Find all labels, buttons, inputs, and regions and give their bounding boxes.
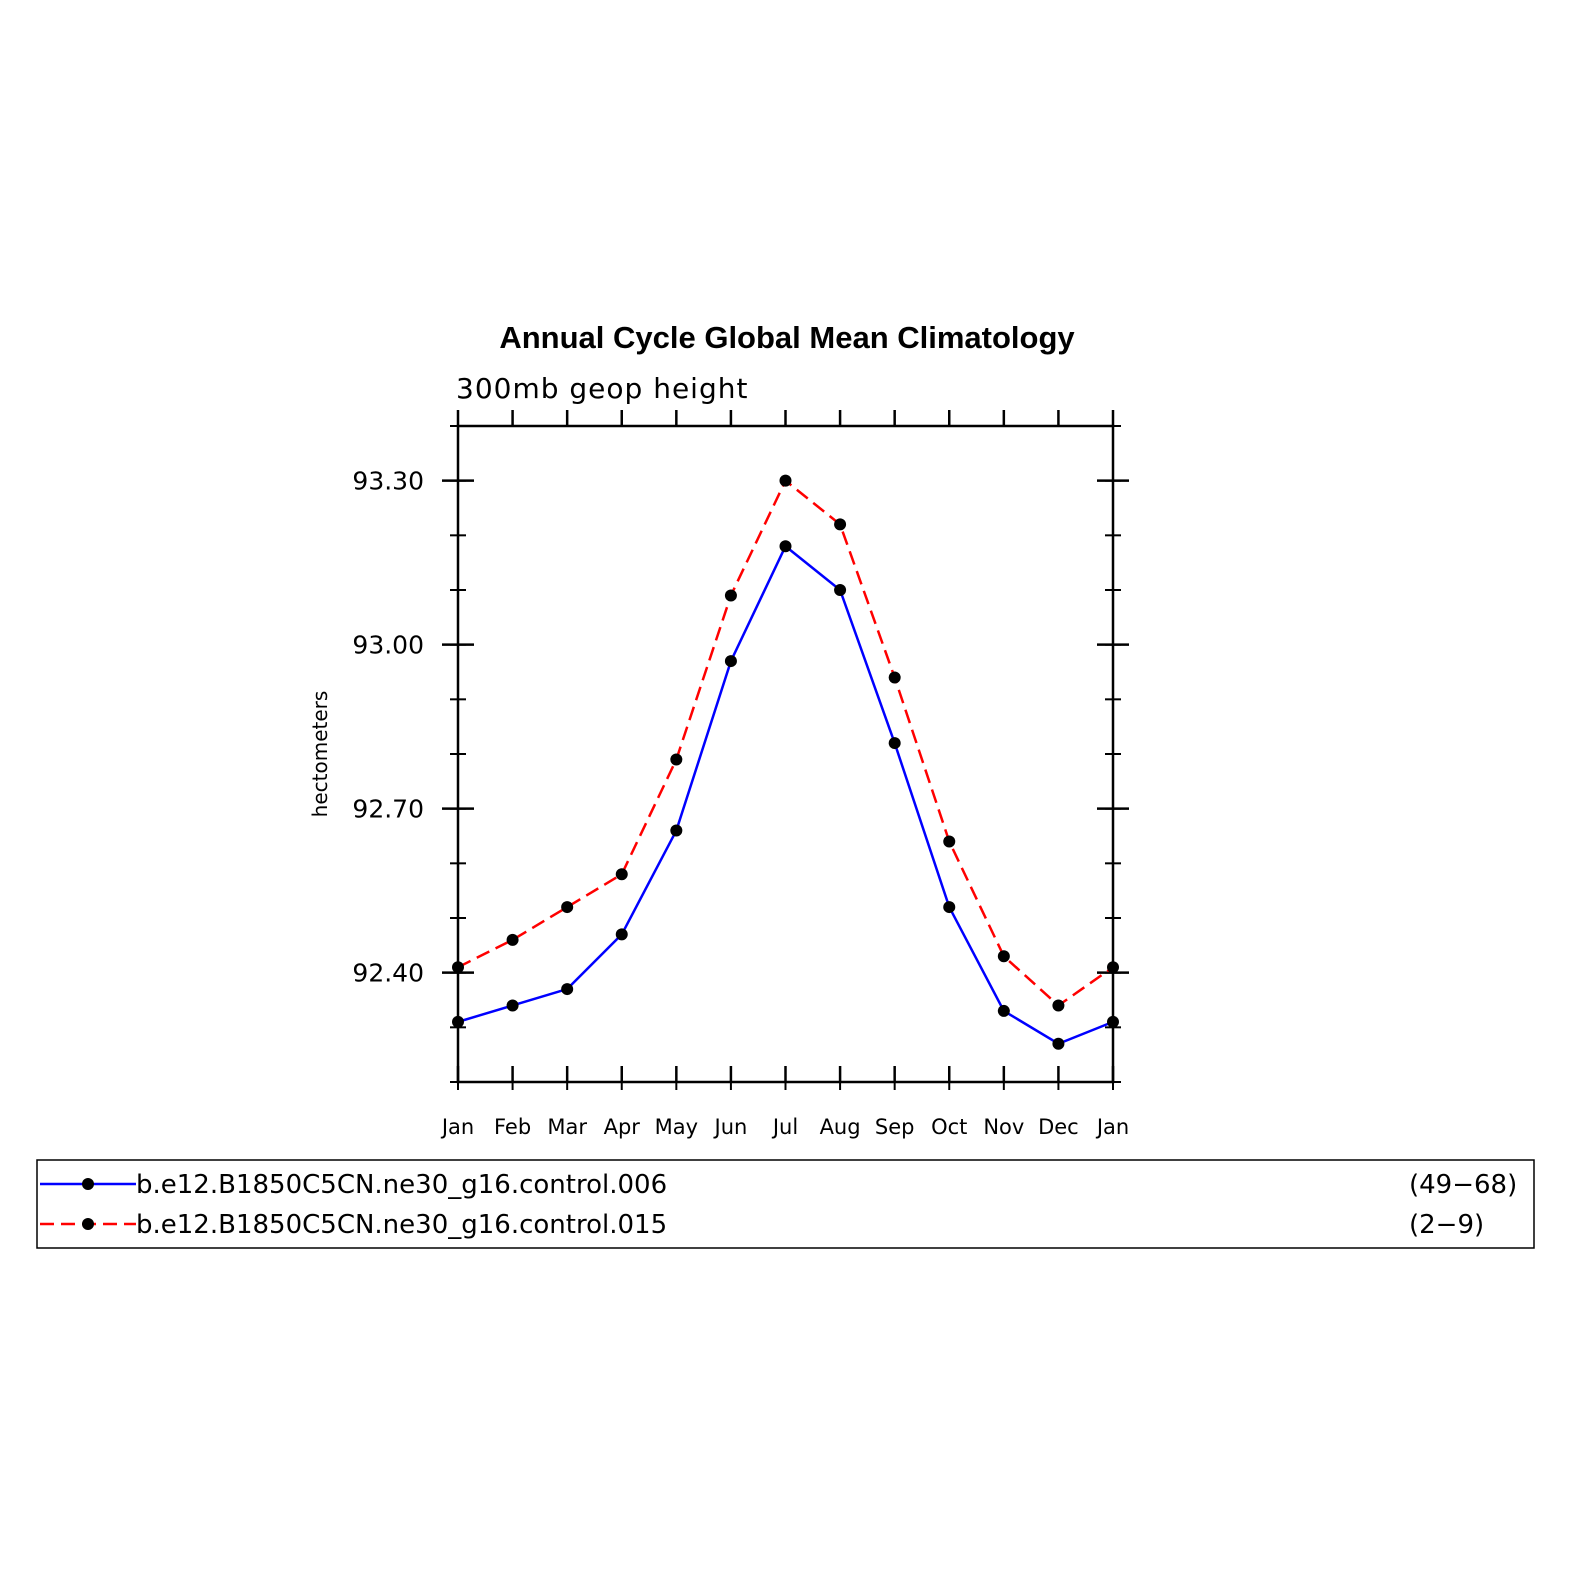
series-2-point (997, 950, 1010, 963)
x-tick-label: Nov (983, 1115, 1024, 1139)
series-1-point (452, 1015, 464, 1028)
series-2-point (943, 835, 956, 848)
series-2-point (779, 474, 792, 487)
x-tick-label: Sep (875, 1115, 915, 1139)
series-1-point (888, 737, 901, 750)
series-2-point (670, 753, 683, 766)
x-tick-label: Mar (547, 1115, 587, 1139)
y-tick-label: 93.30 (352, 467, 424, 496)
series-1-point (670, 824, 683, 837)
y-axis-label: hectometers (308, 691, 332, 818)
series-line-1 (457, 544, 1114, 1046)
legend-marker-2 (82, 1218, 94, 1230)
legend: b.e12.B1850C5CN.ne30_g16.control.006 (49−… (36, 1159, 1535, 1249)
series-2-point (724, 589, 737, 602)
series-2-point (1052, 999, 1065, 1012)
series-2-point (1107, 961, 1119, 974)
x-tick-label: Apr (604, 1115, 641, 1139)
series-1-point (561, 983, 574, 996)
x-tick-label: Jun (713, 1115, 748, 1139)
chart-subtitle: 300mb geop height (456, 372, 748, 405)
series-1-point (779, 540, 792, 553)
series-2-point (834, 518, 847, 531)
legend-box (36, 1159, 1535, 1249)
series-line-2 (457, 478, 1114, 1008)
plot-frame: Jan Feb Mar Apr May Jun Jul Aug Sep Oct Nov Dec Jan 9… (352, 410, 1129, 1139)
x-tick-label: Oct (931, 1115, 967, 1139)
x-tick-label: Aug (820, 1115, 861, 1139)
series-2-point (452, 961, 464, 974)
series-1-point (506, 999, 519, 1012)
x-tick-label: Jan (440, 1115, 474, 1139)
y-tick-label: 92.70 (352, 795, 424, 824)
x-tick-label: Jan (1095, 1115, 1129, 1139)
series-1-point (1107, 1015, 1119, 1028)
chart-title: Annual Cycle Global Mean Climatology (499, 320, 1075, 355)
legend-years-2: (2−9) (1409, 1210, 1484, 1240)
y-tick-label: 93.00 (352, 631, 424, 660)
series-1-point (834, 584, 847, 596)
x-tick-label: Dec (1038, 1115, 1079, 1139)
series-1-point (1052, 1037, 1065, 1050)
legend-label-2: b.e12.B1850C5CN.ne30_g16.control.015 (136, 1210, 667, 1240)
legend-label-1: b.e12.B1850C5CN.ne30_g16.control.006 (136, 1170, 667, 1200)
series-1-point (615, 928, 628, 941)
series-2-point (888, 671, 901, 684)
x-tick-label: May (655, 1115, 698, 1139)
series-2-point (615, 868, 628, 881)
series-1-point (724, 655, 737, 668)
legend-years-1: (49−68) (1409, 1170, 1517, 1200)
series-2-point (506, 933, 519, 946)
series-1-point (997, 1004, 1010, 1017)
plot-border (456, 424, 1115, 1084)
series-1-point (943, 901, 956, 914)
legend-marker-1 (82, 1178, 94, 1190)
y-tick-label: 92.40 (352, 959, 424, 988)
series-lines (452, 474, 1119, 1050)
x-tick-label: Jul (771, 1115, 798, 1139)
series-2-point (561, 901, 574, 914)
x-tick-label: Feb (494, 1115, 531, 1139)
